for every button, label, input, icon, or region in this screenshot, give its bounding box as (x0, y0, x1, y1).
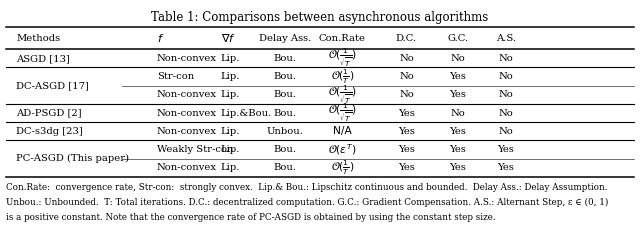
Text: Lip.: Lip. (221, 90, 240, 99)
Text: No: No (498, 54, 513, 63)
Text: Lip.: Lip. (221, 145, 240, 154)
Text: No: No (498, 127, 513, 136)
Text: $f$: $f$ (157, 32, 164, 44)
Text: Non-convex: Non-convex (157, 127, 217, 136)
Text: Yes: Yes (449, 127, 466, 136)
Text: No: No (450, 109, 465, 117)
Text: Bou.: Bou. (273, 72, 296, 81)
Text: Bou.: Bou. (273, 163, 296, 172)
Text: $\mathcal{O}(\frac{1}{T})$: $\mathcal{O}(\frac{1}{T})$ (331, 158, 354, 177)
Text: Yes: Yes (398, 109, 415, 117)
Text: Table 1: Comparisons between asynchronous algorithms: Table 1: Comparisons between asynchronou… (152, 11, 488, 24)
Text: Non-convex: Non-convex (157, 163, 217, 172)
Text: Yes: Yes (497, 145, 514, 154)
Text: No: No (450, 54, 465, 63)
Text: No: No (399, 54, 414, 63)
Text: Con.Rate:  convergence rate, Str-con:  strongly convex.  Lip.& Bou.: Lipschitz c: Con.Rate: convergence rate, Str-con: str… (6, 183, 608, 192)
Text: Yes: Yes (449, 145, 466, 154)
Text: Yes: Yes (449, 163, 466, 172)
Text: Lip.: Lip. (221, 163, 240, 172)
Text: Non-convex: Non-convex (157, 90, 217, 99)
Text: A.S.: A.S. (495, 33, 516, 43)
Text: Yes: Yes (449, 90, 466, 99)
Text: Yes: Yes (398, 145, 415, 154)
Text: Delay Ass.: Delay Ass. (259, 33, 311, 43)
Text: PC-ASGD (This paper): PC-ASGD (This paper) (16, 154, 129, 163)
Text: Bou.: Bou. (273, 109, 296, 117)
Text: $\mathcal{O}(\frac{1}{T})$: $\mathcal{O}(\frac{1}{T})$ (331, 67, 354, 86)
Text: Yes: Yes (497, 163, 514, 172)
Text: ASGD [13]: ASGD [13] (16, 54, 70, 63)
Text: No: No (498, 109, 513, 117)
Text: AD-PSGD [2]: AD-PSGD [2] (16, 109, 82, 117)
Text: Lip.: Lip. (221, 127, 240, 136)
Text: Non-convex: Non-convex (157, 109, 217, 117)
Text: Methods: Methods (16, 33, 60, 43)
Text: Bou.: Bou. (273, 145, 296, 154)
Text: $\nabla f$: $\nabla f$ (221, 32, 236, 44)
Text: No: No (498, 90, 513, 99)
Text: is a positive constant. Note that the convergence rate of PC-ASGD is obtained by: is a positive constant. Note that the co… (6, 213, 496, 222)
Text: No: No (498, 72, 513, 81)
Text: No: No (399, 72, 414, 81)
Text: Unbou.: Unbou. (266, 127, 303, 136)
Text: Unbou.: Unbounded.  T: Total iterations. D.C.: decentralized computation. G.C.: : Unbou.: Unbounded. T: Total iterations. … (6, 198, 609, 207)
Text: Bou.: Bou. (273, 54, 296, 63)
Text: Bou.: Bou. (273, 90, 296, 99)
Text: Lip.: Lip. (221, 54, 240, 63)
Text: Str-con: Str-con (157, 72, 194, 81)
Text: DC-s3dg [23]: DC-s3dg [23] (16, 127, 83, 136)
Text: Yes: Yes (398, 163, 415, 172)
Text: Yes: Yes (398, 127, 415, 136)
Text: $\mathcal{O}(\frac{1}{\sqrt{T}})$: $\mathcal{O}(\frac{1}{\sqrt{T}})$ (328, 84, 357, 106)
Text: Non-convex: Non-convex (157, 54, 217, 63)
Text: Lip.&Bou.: Lip.&Bou. (221, 109, 272, 117)
Text: N/A: N/A (333, 126, 352, 136)
Text: $\mathcal{O}(\frac{1}{\sqrt{T}})$: $\mathcal{O}(\frac{1}{\sqrt{T}})$ (328, 102, 357, 124)
Text: Yes: Yes (449, 72, 466, 81)
Text: Weakly Str-con: Weakly Str-con (157, 145, 234, 154)
Text: G.C.: G.C. (447, 33, 468, 43)
Text: DC-ASGD [17]: DC-ASGD [17] (16, 81, 89, 90)
Text: Con.Rate: Con.Rate (319, 33, 366, 43)
Text: D.C.: D.C. (396, 33, 417, 43)
Text: $\mathcal{O}(\epsilon^T)$: $\mathcal{O}(\epsilon^T)$ (328, 142, 356, 157)
Text: $\mathcal{O}(\frac{1}{\sqrt{T}})$: $\mathcal{O}(\frac{1}{\sqrt{T}})$ (328, 47, 357, 69)
Text: Lip.: Lip. (221, 72, 240, 81)
Text: No: No (399, 90, 414, 99)
